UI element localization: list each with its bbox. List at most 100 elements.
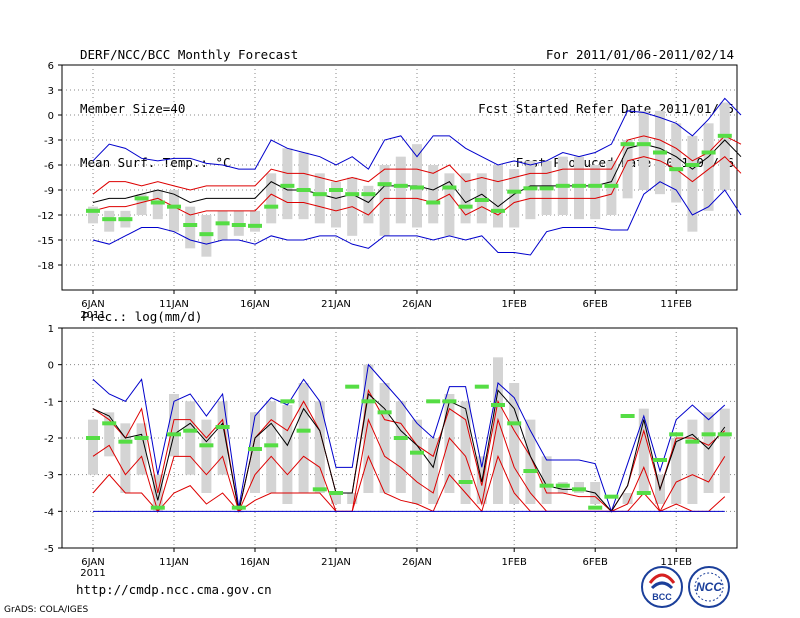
ensemble-mean-mark — [604, 494, 619, 499]
x-tick-label: 11JAN — [159, 299, 189, 310]
ensemble-mean-mark — [636, 142, 651, 147]
ensemble-mean-mark — [491, 208, 505, 213]
ensemble-mean-mark — [669, 167, 684, 172]
box-whisker — [622, 493, 633, 504]
ensemble-mean-mark — [539, 186, 554, 191]
plot-frame — [61, 64, 738, 291]
ensemble-mean-mark — [442, 185, 457, 190]
x-tick-label: 11FEB — [660, 557, 692, 568]
box-whisker — [622, 140, 633, 199]
ensemble-mean-mark — [555, 183, 570, 188]
forecast-title: DERF/NCC/BCC Monthly Forecast — [80, 47, 299, 62]
ensemble-mean-mark — [458, 204, 473, 209]
ensemble-mean-mark — [231, 505, 246, 510]
ensemble-mean-mark — [636, 491, 651, 495]
ensemble-mean-mark — [167, 432, 181, 437]
forecast-period: For 2011/01/06-2011/02/14 — [545, 47, 734, 62]
box-whisker — [185, 206, 196, 249]
series-line-envelope_max — [92, 363, 726, 513]
y-tick-label: 3 — [48, 86, 54, 97]
series-line-envelope_min — [92, 181, 742, 256]
y-tick-label: -6 — [44, 161, 54, 172]
box-whisker — [298, 383, 309, 493]
ensemble-mean-mark — [118, 439, 133, 444]
box-whisker — [104, 210, 115, 232]
ensemble-mean-mark — [523, 469, 538, 473]
ensemble-mean-mark — [588, 505, 603, 510]
ensemble-mean-mark — [102, 421, 117, 426]
x-tick-label: 11FEB — [660, 299, 692, 310]
box-whisker — [136, 194, 147, 215]
x-tick-label: 6JAN — [81, 299, 104, 310]
ensemble-mean-mark — [312, 192, 327, 197]
ensemble-mean-mark — [555, 483, 570, 488]
x-tick-label: 11JAN — [159, 557, 189, 568]
y-tick-label: -3 — [44, 471, 54, 482]
series-line-envelope_max — [92, 97, 742, 170]
x-tick-label: 26JAN — [402, 557, 432, 568]
x-tick-label: 16JAN — [240, 557, 270, 568]
y-tick-label: -5 — [44, 544, 54, 555]
ensemble-mean-mark — [653, 458, 667, 462]
ensemble-mean-mark — [572, 183, 586, 188]
source-url[interactable]: http://cmdp.ncc.cma.gov.cn — [76, 582, 272, 597]
box-whisker — [509, 169, 520, 228]
ensemble-mean-mark — [507, 421, 522, 426]
grads-credit: GrADS: COLA/IGES — [4, 605, 89, 615]
ensemble-mean-mark — [653, 150, 667, 155]
series-line-spread_lower — [92, 155, 742, 216]
box-whisker — [444, 173, 455, 236]
box-whisker — [493, 165, 503, 228]
x-tick-label: 1FEB — [502, 557, 527, 568]
ensemble-mean-mark — [701, 150, 716, 155]
ensemble-mean-mark — [150, 505, 165, 510]
box-whisker — [104, 412, 115, 457]
ensemble-mean-mark — [717, 133, 732, 138]
y-tick-label: -2 — [44, 434, 54, 445]
ensemble-mean-mark — [118, 217, 133, 222]
ensemble-mean-mark — [523, 186, 538, 191]
box-whisker — [590, 165, 601, 220]
ensemble-mean-mark — [685, 163, 700, 167]
ensemble-mean-mark — [296, 428, 311, 433]
box-whisker — [282, 148, 293, 220]
ensemble-mean-mark — [280, 183, 295, 188]
ensemble-mean-mark — [442, 399, 457, 404]
ensemble-mean-mark — [701, 432, 716, 437]
x-tick-label: 6JAN — [81, 557, 104, 568]
box-whisker — [638, 408, 649, 493]
ensemble-mean-mark — [474, 198, 489, 202]
variable-label: Mean Surf. Temp.: °C — [80, 155, 231, 170]
ensemble-mean-mark — [361, 399, 376, 404]
box-whisker — [444, 394, 455, 493]
box-whisker — [525, 419, 536, 504]
ensemble-mean-mark — [150, 200, 165, 205]
ensemble-mean-mark — [102, 217, 117, 222]
box-whisker — [331, 181, 341, 228]
x-tick-label: 21JAN — [321, 557, 351, 568]
x-tick-year: 2011 — [80, 568, 105, 579]
box-whisker — [687, 135, 698, 232]
box-whisker — [395, 401, 406, 493]
ensemble-mean-mark — [685, 439, 700, 444]
box-whisker — [638, 110, 649, 190]
ensemble-mean-mark — [377, 410, 392, 415]
box-whisker — [703, 412, 714, 493]
box-whisker — [298, 152, 309, 220]
box-whisker — [88, 206, 98, 224]
ensemble-mean-mark — [669, 432, 684, 437]
precip-title: Prec.: log(mm/d) — [82, 309, 202, 324]
ensemble-mean-mark — [393, 436, 408, 440]
box-whisker — [671, 123, 682, 203]
ensemble-mean-mark — [199, 232, 214, 237]
box-whisker — [460, 173, 471, 224]
ensemble-mean-mark — [474, 384, 489, 389]
box-whisker — [412, 419, 422, 504]
start-date: Fcst Started Refer Date 2011/01/05 — [478, 101, 734, 116]
box-whisker — [687, 419, 698, 504]
y-tick-label: -12 — [38, 211, 54, 222]
box-whisker — [460, 401, 471, 504]
ensemble-mean-mark — [86, 436, 100, 440]
